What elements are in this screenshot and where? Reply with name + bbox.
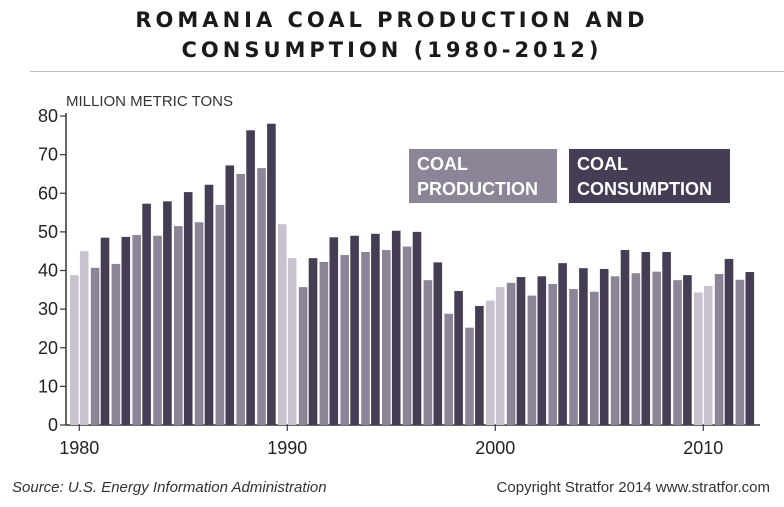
consumption-bar [558, 263, 567, 425]
production-bar [569, 289, 578, 425]
production-bar [319, 262, 329, 425]
consumption-bar [121, 236, 131, 425]
consumption-bar [537, 276, 547, 425]
copyright-note: Copyright Stratfor 2014 www.stratfor.com [496, 479, 770, 496]
consumption-bar [475, 306, 484, 425]
y-tick-label: 40 [38, 261, 58, 281]
consumption-bar [391, 230, 401, 425]
y-tick-label: 30 [38, 299, 58, 319]
production-bar [257, 168, 266, 426]
production-bar [278, 224, 287, 425]
legend-production-label: COAL [417, 154, 468, 174]
production-bar [652, 271, 661, 425]
consumption-bar [163, 201, 172, 425]
consumption-bar [225, 165, 235, 425]
x-tick-label: 1980 [59, 438, 99, 458]
x-tick-label: 2010 [683, 438, 723, 458]
consumption-bar [246, 130, 255, 425]
consumption-bar [412, 231, 422, 425]
production-bar [590, 291, 599, 425]
consumption-bar [79, 251, 89, 425]
consumption-bar [579, 268, 588, 425]
production-bar [548, 284, 557, 425]
consumption-bar [371, 233, 380, 425]
consumption-bar [100, 237, 110, 425]
production-bar [527, 295, 537, 425]
x-tick-label: 2000 [475, 438, 515, 458]
legend-consumption-swatch [569, 149, 730, 203]
production-bar [423, 280, 433, 425]
consumption-bar [267, 123, 276, 425]
production-bar [361, 251, 370, 425]
consumption-bar [287, 258, 297, 425]
production-bar [402, 246, 412, 425]
production-bar [132, 234, 141, 425]
production-bar [486, 300, 495, 425]
consumption-bar [745, 272, 755, 425]
consumption-bar [204, 184, 214, 425]
production-bar [465, 327, 474, 425]
y-tick-label: 50 [38, 222, 58, 242]
production-bar [382, 250, 391, 425]
legend-consumption-label: COAL [577, 154, 628, 174]
y-tick-label: 0 [48, 415, 58, 435]
consumption-bar [350, 235, 359, 425]
consumption-bar [620, 250, 630, 425]
y-tick-label: 20 [38, 338, 58, 358]
consumption-bar [329, 237, 339, 425]
production-bar [298, 287, 308, 425]
production-bar [70, 275, 79, 425]
consumption-bar [454, 290, 463, 425]
source-note: Source: U.S. Energy Information Administ… [12, 479, 327, 496]
chart-title-line1: ROMANIA COAL PRODUCTION AND [135, 8, 649, 32]
consumption-bar [142, 203, 151, 425]
consumption-bar [516, 277, 526, 425]
consumption-bar [724, 258, 734, 425]
consumption-bar [599, 268, 609, 425]
consumption-bar [662, 251, 671, 425]
title-divider [30, 71, 784, 72]
x-tick-label: 1990 [267, 438, 307, 458]
production-bar [735, 279, 745, 425]
y-tick-label: 70 [38, 145, 58, 165]
y-tick-label: 10 [38, 376, 58, 396]
consumption-bar [703, 285, 713, 425]
production-bar [631, 273, 641, 425]
y-tick-label: 60 [38, 183, 58, 203]
production-bar [153, 235, 162, 425]
y-axis-label: MILLION METRIC TONS [66, 93, 233, 110]
consumption-bar [433, 262, 443, 425]
consumption-bar [683, 275, 692, 425]
production-bar [673, 280, 682, 425]
consumption-bar [495, 287, 505, 425]
production-bar [194, 222, 204, 425]
production-bar [174, 226, 183, 425]
production-bar [610, 276, 620, 425]
production-bar [236, 173, 245, 425]
legend-production-swatch [409, 149, 557, 203]
production-bar [340, 255, 349, 425]
consumption-bar [183, 192, 193, 425]
production-bar [714, 273, 724, 425]
legend-consumption-label: CONSUMPTION [577, 179, 712, 199]
chart-area: MILLION METRIC TONS 0 10 20 30 40 50 60 70 80 1980… [38, 93, 760, 458]
legend-production-label: PRODUCTION [417, 179, 538, 199]
production-bar [111, 263, 121, 425]
chart-title-line2: CONSUMPTION (1980-2012) [181, 38, 603, 62]
production-bar [90, 267, 100, 425]
production-bar [215, 204, 225, 425]
production-bar [694, 292, 703, 425]
consumption-bar [641, 251, 651, 425]
consumption-bar [308, 258, 318, 425]
production-bar [444, 313, 453, 425]
production-bar [506, 282, 516, 425]
y-tick-label: 80 [38, 106, 58, 126]
